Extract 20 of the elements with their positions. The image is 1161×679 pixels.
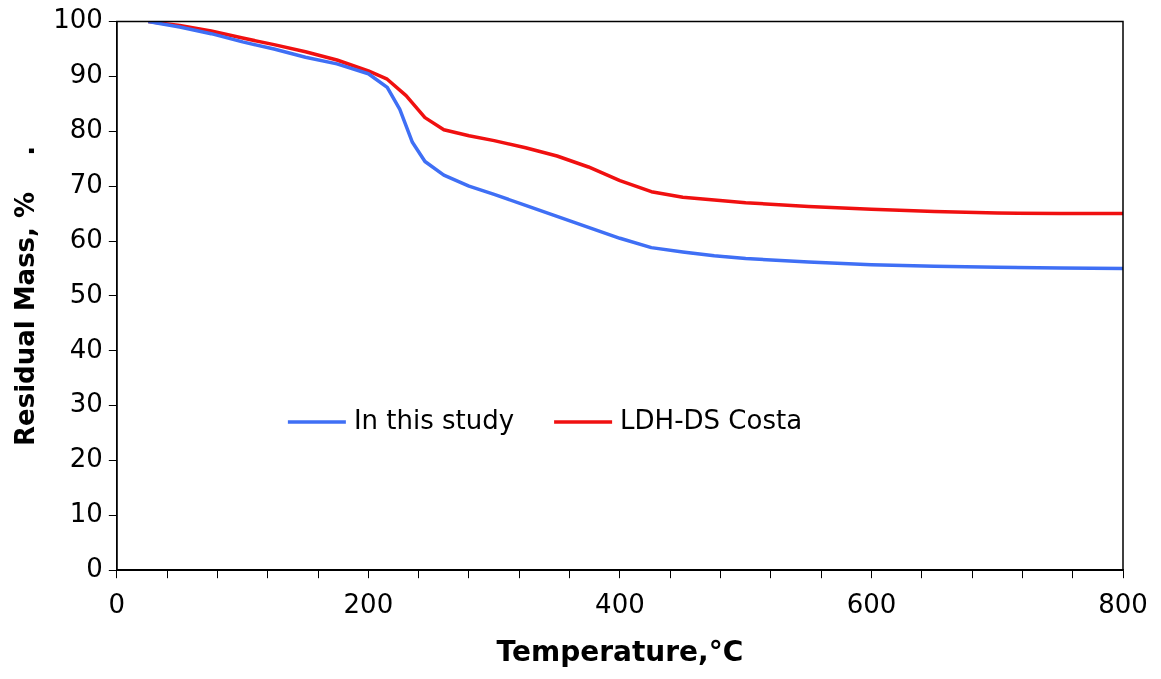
y-tick-label: 90 [69,59,103,90]
y-tick-label: 60 [69,223,103,254]
y-tick-label: 0 [86,552,103,583]
legend-label: LDH-DS Costa [620,404,803,435]
x-tick-label: 200 [343,588,394,619]
y-tick-label: 40 [69,333,103,364]
x-tick-label: 400 [595,588,645,619]
x-tick-label: 800 [1098,588,1148,619]
y-tick-label: 100 [53,4,103,35]
y-tick-label: 20 [69,443,103,474]
x-axis-title: Temperature,°C [496,635,744,669]
y-tick-label: 30 [69,388,103,419]
x-tick-label: 0 [108,588,126,619]
y-tick-label: 70 [69,168,103,199]
x-tick-label: 600 [846,588,897,619]
legend-label: In this study [353,404,515,435]
y-tick-label: 50 [69,278,103,309]
y-tick-label: 10 [69,498,103,529]
y-tick-label: 80 [69,114,103,145]
y-axis-title: Residual Mass, % . [10,145,41,446]
